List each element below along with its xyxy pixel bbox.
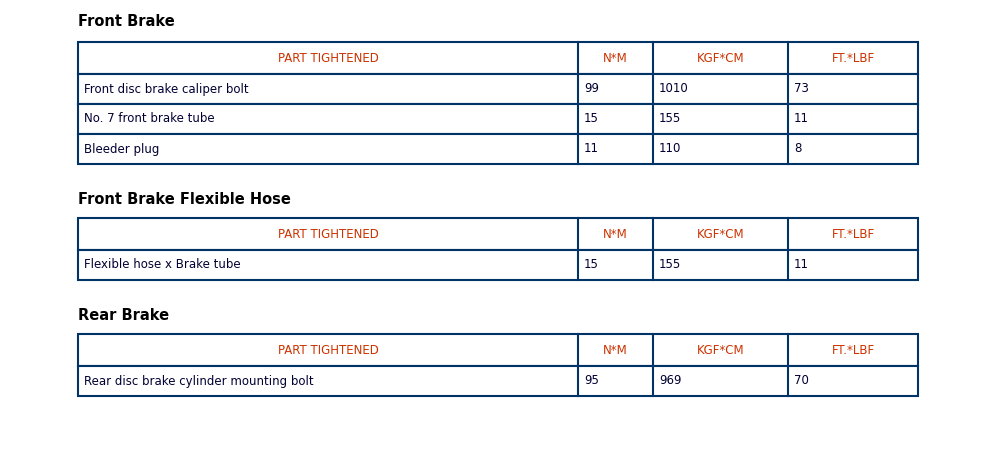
Text: PART TIGHTENED: PART TIGHTENED bbox=[278, 228, 378, 241]
Text: KGF*CM: KGF*CM bbox=[697, 51, 744, 65]
Bar bbox=[78, 104, 918, 134]
Text: FT.*LBF: FT.*LBF bbox=[831, 51, 875, 65]
Text: 155: 155 bbox=[659, 112, 681, 126]
Text: 95: 95 bbox=[584, 374, 599, 388]
Text: N*M: N*M bbox=[603, 51, 628, 65]
Text: 70: 70 bbox=[794, 374, 809, 388]
Text: FT.*LBF: FT.*LBF bbox=[831, 344, 875, 356]
Text: PART TIGHTENED: PART TIGHTENED bbox=[278, 344, 378, 356]
Text: 969: 969 bbox=[659, 374, 682, 388]
Text: 11: 11 bbox=[584, 143, 599, 155]
Text: 110: 110 bbox=[659, 143, 681, 155]
Text: Rear disc brake cylinder mounting bolt: Rear disc brake cylinder mounting bolt bbox=[84, 374, 314, 388]
Text: 99: 99 bbox=[584, 83, 599, 95]
Text: Front Brake: Front Brake bbox=[78, 14, 175, 29]
Text: 15: 15 bbox=[584, 112, 599, 126]
Text: Flexible hose x Brake tube: Flexible hose x Brake tube bbox=[84, 259, 241, 271]
Bar bbox=[78, 74, 918, 104]
Text: 8: 8 bbox=[794, 143, 801, 155]
Text: N*M: N*M bbox=[603, 344, 628, 356]
Text: Front disc brake caliper bolt: Front disc brake caliper bolt bbox=[84, 83, 249, 95]
Text: 15: 15 bbox=[584, 259, 599, 271]
Text: FT.*LBF: FT.*LBF bbox=[831, 228, 875, 241]
Bar bbox=[78, 134, 918, 164]
Bar bbox=[78, 42, 918, 74]
Text: No. 7 front brake tube: No. 7 front brake tube bbox=[84, 112, 215, 126]
Text: KGF*CM: KGF*CM bbox=[697, 344, 744, 356]
Text: N*M: N*M bbox=[603, 228, 628, 241]
Text: PART TIGHTENED: PART TIGHTENED bbox=[278, 51, 378, 65]
Text: KGF*CM: KGF*CM bbox=[697, 228, 744, 241]
Text: Rear Brake: Rear Brake bbox=[78, 308, 169, 323]
Text: Bleeder plug: Bleeder plug bbox=[84, 143, 159, 155]
Bar bbox=[78, 366, 918, 396]
Text: 11: 11 bbox=[794, 112, 809, 126]
Bar bbox=[78, 218, 918, 250]
Text: 11: 11 bbox=[794, 259, 809, 271]
Bar bbox=[78, 250, 918, 280]
Bar bbox=[78, 334, 918, 366]
Text: 155: 155 bbox=[659, 259, 681, 271]
Text: 73: 73 bbox=[794, 83, 809, 95]
Text: Front Brake Flexible Hose: Front Brake Flexible Hose bbox=[78, 192, 291, 207]
Text: 1010: 1010 bbox=[659, 83, 689, 95]
